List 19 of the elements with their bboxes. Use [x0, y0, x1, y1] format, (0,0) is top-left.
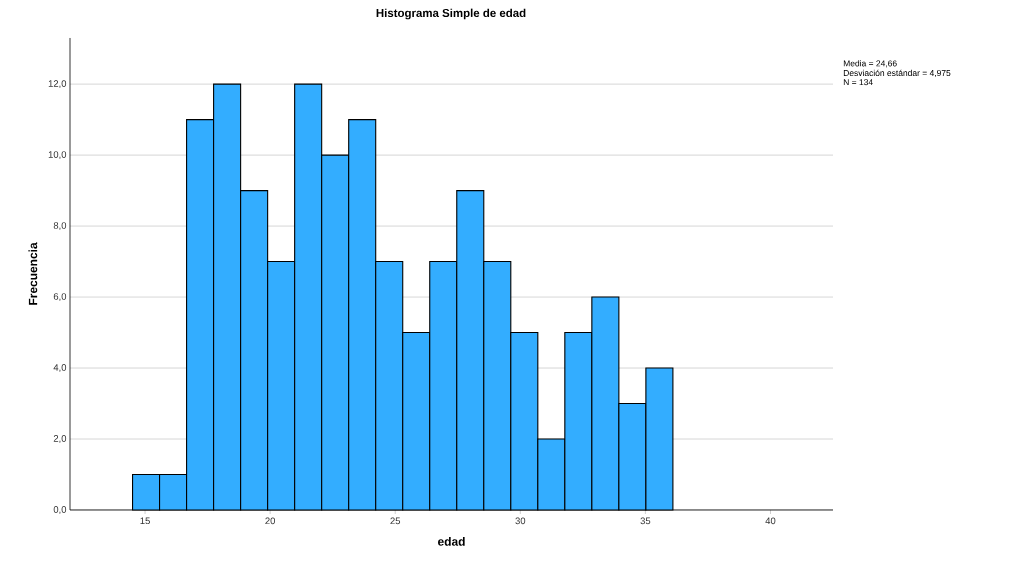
text: Media = 24,66 [843, 60, 897, 68]
y-tick-label: 2,0 [53, 435, 67, 443]
x-tick-label: 15 [140, 517, 150, 525]
x-tick-label: 20 [265, 517, 276, 525]
y-tick-label: 8,0 [53, 222, 67, 230]
x-tick-label: 40 [765, 517, 776, 525]
x-axis-title: edad [438, 537, 465, 546]
x-tick-label: 25 [390, 517, 401, 525]
y-tick-label: 12,0 [48, 80, 67, 89]
y-tick-label: 6,0 [53, 293, 67, 301]
chart-title: Histograma Simple de edad [376, 8, 526, 20]
y-tick-label: 10,0 [48, 151, 67, 160]
y-tick-label: 4,0 [53, 364, 67, 372]
text: Desviación estándar = 4,975 [843, 69, 951, 77]
y-tick-label: 0,0 [53, 506, 67, 514]
text: N = 134 [843, 79, 873, 86]
y-axis-title: Frecuencia [28, 242, 38, 305]
x-tick-label: 35 [640, 517, 651, 525]
x-tick-label: 30 [515, 517, 526, 525]
